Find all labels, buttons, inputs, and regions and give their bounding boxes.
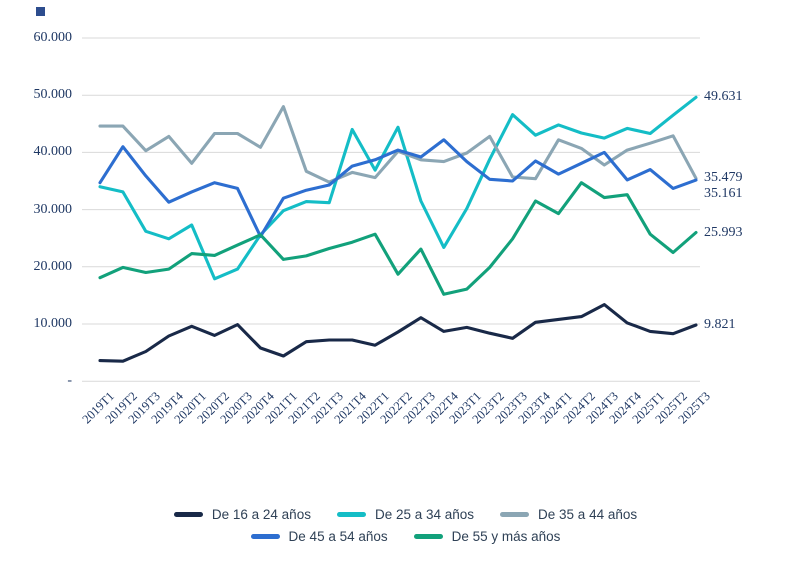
legend-row: De 45 a 54 años De 55 y más años xyxy=(250,529,561,544)
series-line-de-35-a-44-años[interactable] xyxy=(98,105,698,184)
series-end-label: 35.161 xyxy=(704,185,743,201)
series-line-de-45-a-54-años[interactable] xyxy=(98,138,698,239)
y-axis-tick-label: 50.000 xyxy=(33,87,73,103)
legend-row: De 16 a 24 años De 25 a 34 años De 35 a 44… xyxy=(173,507,637,522)
series-end-label: 25.993 xyxy=(704,224,743,240)
legend-item-de-35-a-44-años[interactable]: De 35 a 44 años xyxy=(500,507,637,522)
series-end-label: 49.631 xyxy=(704,89,743,105)
series-line-de-55-y-más-años[interactable] xyxy=(98,181,698,296)
y-axis-tick-label: 10.000 xyxy=(33,316,73,331)
legend-swatch xyxy=(250,534,280,539)
y-axis-tick-label: 60.000 xyxy=(33,30,73,45)
legend-swatch xyxy=(413,534,443,539)
chart-legend: De 16 a 24 años De 25 a 34 años De 35 a 44… xyxy=(0,507,811,544)
series-line-de-25-a-34-años[interactable] xyxy=(98,95,698,281)
y-axis-tick-label: 20.000 xyxy=(33,258,73,274)
legend-item-de-16-a-24-años[interactable]: De 16 a 24 años xyxy=(173,507,311,522)
series-end-label: 35.479 xyxy=(704,170,743,186)
legend-label: De 16 a 24 años xyxy=(211,507,311,522)
corner-marker xyxy=(36,7,45,16)
legend-label: De 25 a 34 años xyxy=(374,507,475,522)
series-end-label: 9.821 xyxy=(704,317,736,333)
legend-swatch xyxy=(500,512,530,517)
legend-item-de-55-y-más-años[interactable]: De 55 y más años xyxy=(413,529,561,544)
legend-swatch xyxy=(173,512,203,517)
y-axis-tick-label: 30.000 xyxy=(33,201,73,217)
series-line-de-16-a-24-años[interactable] xyxy=(98,303,698,363)
legend-item-de-25-a-34-años[interactable]: De 25 a 34 años xyxy=(336,507,475,522)
line-chart-plot-area xyxy=(82,37,700,382)
legend-item-de-45-a-54-años[interactable]: De 45 a 54 años xyxy=(250,529,388,544)
legend-label: De 45 a 54 años xyxy=(288,529,388,544)
legend-label: De 55 y más años xyxy=(451,529,561,544)
y-axis-tick-label: 40.000 xyxy=(33,144,73,160)
legend-swatch xyxy=(336,512,366,517)
legend-label: De 35 a 44 años xyxy=(538,507,638,522)
y-axis-tick-label: - xyxy=(67,373,72,389)
